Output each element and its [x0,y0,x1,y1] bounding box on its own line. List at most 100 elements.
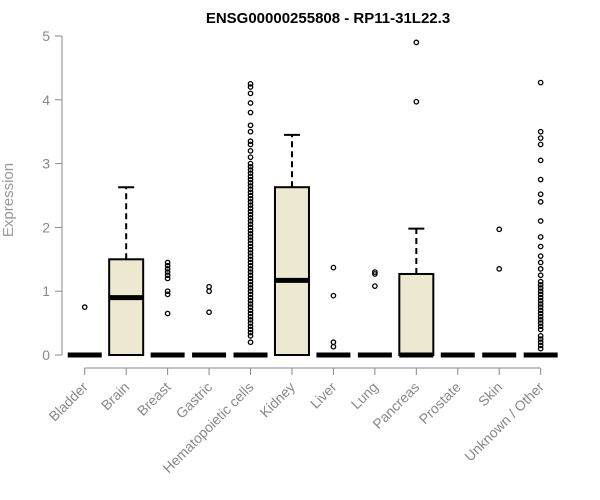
box-gastric [192,283,227,358]
outlier-point [164,262,171,269]
outlier-point [247,243,254,250]
box-body [108,258,145,356]
x-tick-label: Bladder [45,379,91,425]
outlier-point [496,226,503,233]
outlier-point [164,288,171,295]
box-body [398,272,435,356]
box-bladder [67,304,102,358]
outlier-point [247,227,254,234]
outlier-point [247,230,254,237]
outlier-point [247,288,254,295]
outlier-point [247,259,254,266]
x-tick-label: Kidney [257,379,299,421]
outlier-point [247,281,254,288]
outlier-point [247,301,254,307]
outlier-point [330,292,337,299]
outlier-point [247,214,254,221]
outlier-point [247,160,254,167]
outlier-point [206,283,212,290]
outlier-point [537,307,544,314]
outlier-point [247,141,254,148]
outlier-point [247,90,254,97]
outlier-point [247,250,254,256]
outlier-point [537,135,544,141]
outlier-point [247,147,254,154]
outlier-point [537,259,544,266]
outlier-point [164,272,171,279]
outlier-point [164,275,171,282]
y-tick-label: 2 [42,219,50,235]
y-tick-label: 0 [42,347,50,363]
outlier-point [164,310,171,317]
outlier-point [247,81,254,87]
outlier-point [537,243,544,250]
outlier-point [247,179,254,186]
outlier-point [537,157,544,164]
y-tick-label: 1 [42,283,50,299]
box-hematopoietic-cells [233,81,268,358]
outlier-point [496,266,503,272]
outlier-point [164,259,171,266]
box-unknown-other [523,79,558,358]
outlier-point [330,343,337,350]
outlier-point [537,310,544,317]
outlier-point [330,339,337,346]
outlier-point [537,266,544,272]
outlier-point [247,320,254,326]
outlier-point [537,323,544,330]
outlier-point [247,269,254,275]
outlier-point [537,342,544,349]
x-tick-label: Liver [307,379,340,412]
outlier-point [247,262,254,269]
x-tick-label: Brain [98,379,132,413]
outlier-point [537,218,544,224]
x-tick-label: Skin [475,379,506,410]
outlier-point [537,79,544,86]
outlier-point [247,199,254,205]
outlier-point [247,170,254,177]
outlier-point [247,202,254,208]
outlier-point [413,98,420,105]
outlier-point [330,264,337,271]
chart-title: ENSG00000255808 - RP11-31L22.3 [206,10,450,27]
outlier-point [81,304,88,310]
outlier-point [247,109,254,116]
box-brain [108,186,145,356]
outlier-point [247,218,254,224]
outlier-point [247,224,254,231]
outlier-point [247,240,254,247]
outlier-point [537,301,544,307]
outlier-point [247,189,254,196]
box-pancreas [398,39,435,358]
outlier-point [247,304,254,310]
outlier-point [537,272,544,279]
outlier-point [247,278,254,285]
x-tick-label: Lung [348,379,381,412]
outlier-point [247,256,254,263]
outlier-point [537,333,544,339]
outlier-point [372,269,378,275]
outlier-point [247,294,254,301]
outlier-point [247,167,254,173]
outlier-point [247,291,254,298]
outlier-point [247,246,254,253]
plot-area [67,39,558,358]
outlier-point [247,266,254,272]
outlier-point [247,84,254,90]
box-body [273,186,310,356]
outlier-point [247,237,254,244]
outlier-point [247,176,254,183]
outlier-point [247,122,254,129]
outlier-point [537,281,544,288]
outlier-point [247,128,254,135]
outlier-point [537,199,544,205]
outlier-point [247,333,254,339]
outlier-point [247,208,254,215]
outlier-point [537,253,544,259]
outlier-point [247,323,254,330]
outlier-point [537,304,544,310]
outlier-point [164,269,171,275]
outlier-point [537,141,544,148]
x-tick-label: Breast [134,379,174,419]
